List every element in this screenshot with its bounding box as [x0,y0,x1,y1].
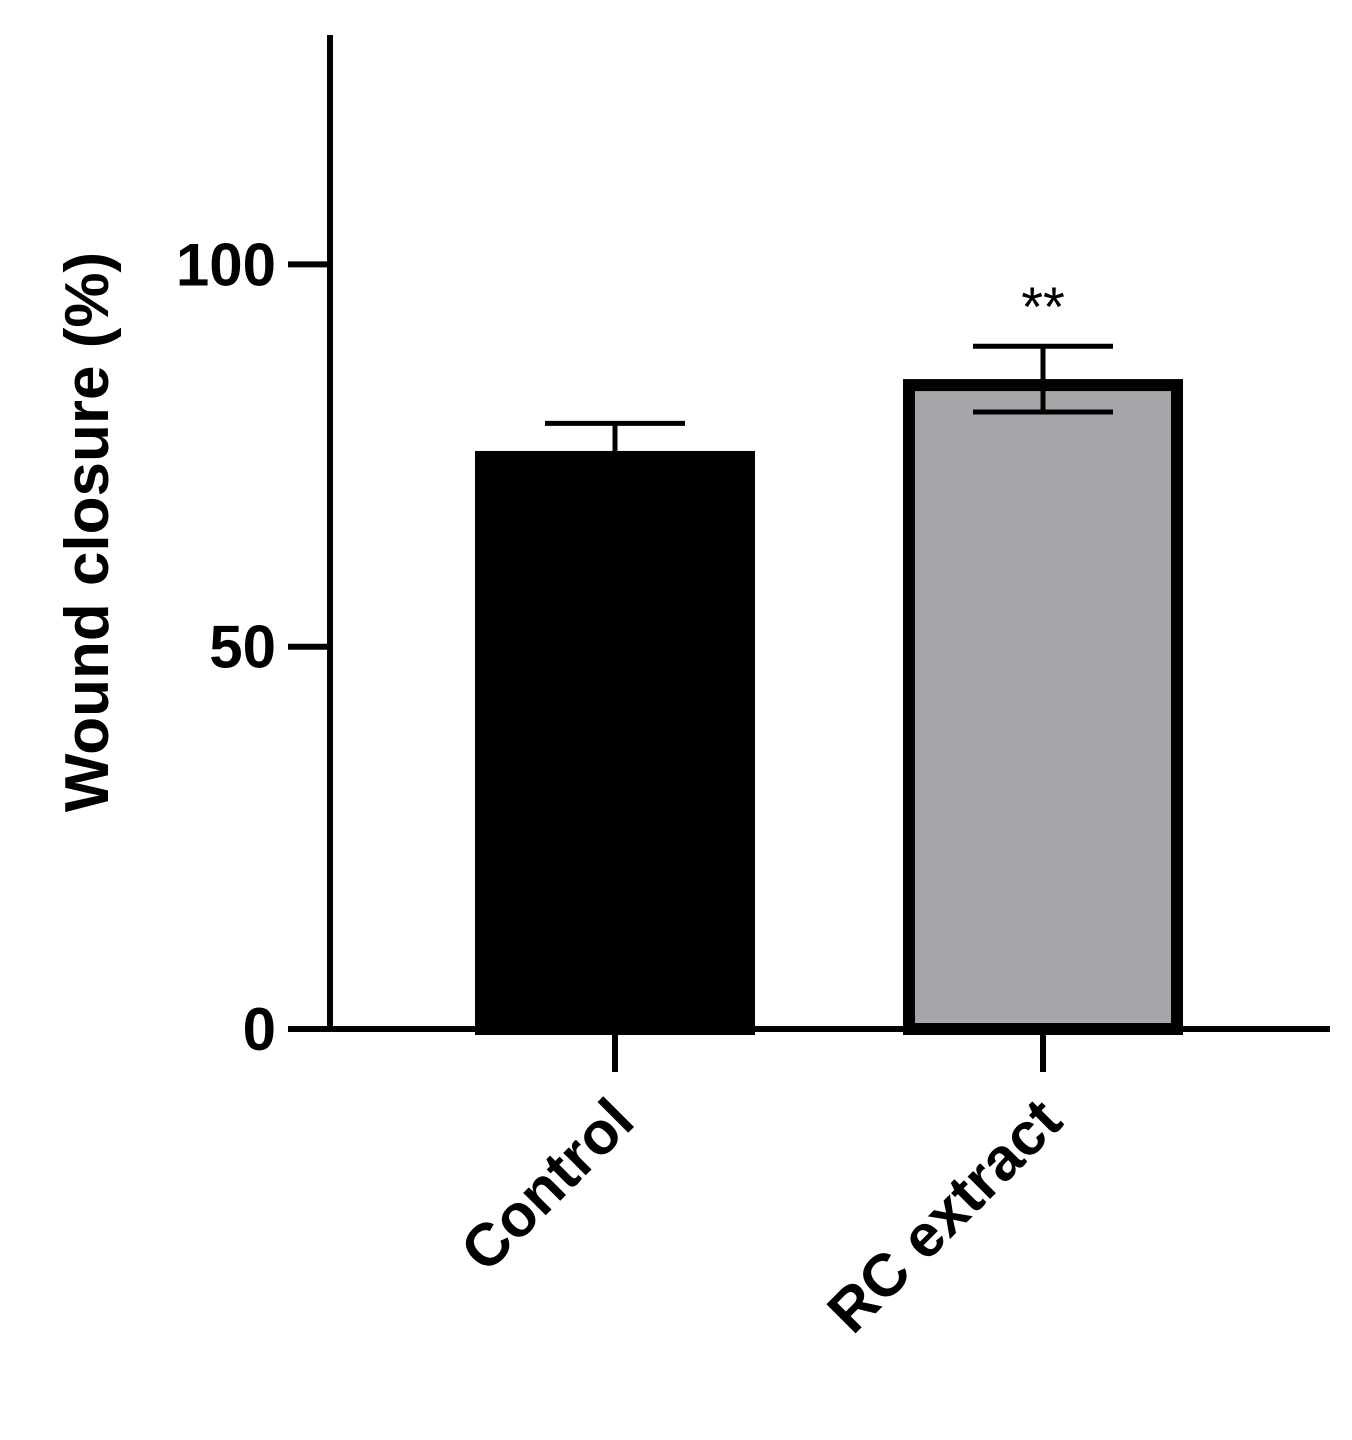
y-tick-label: 100 [176,231,276,298]
x-tick-label: RC extract [815,1086,1075,1346]
x-tick-label: Control [448,1086,646,1284]
y-tick-label: 50 [209,614,276,681]
y-axis-label: Wound closure (%) [53,252,122,812]
significance-label: ** [1021,275,1065,338]
y-tick-label: 0 [243,996,276,1063]
bar [903,379,1183,1036]
bar [475,450,755,1036]
